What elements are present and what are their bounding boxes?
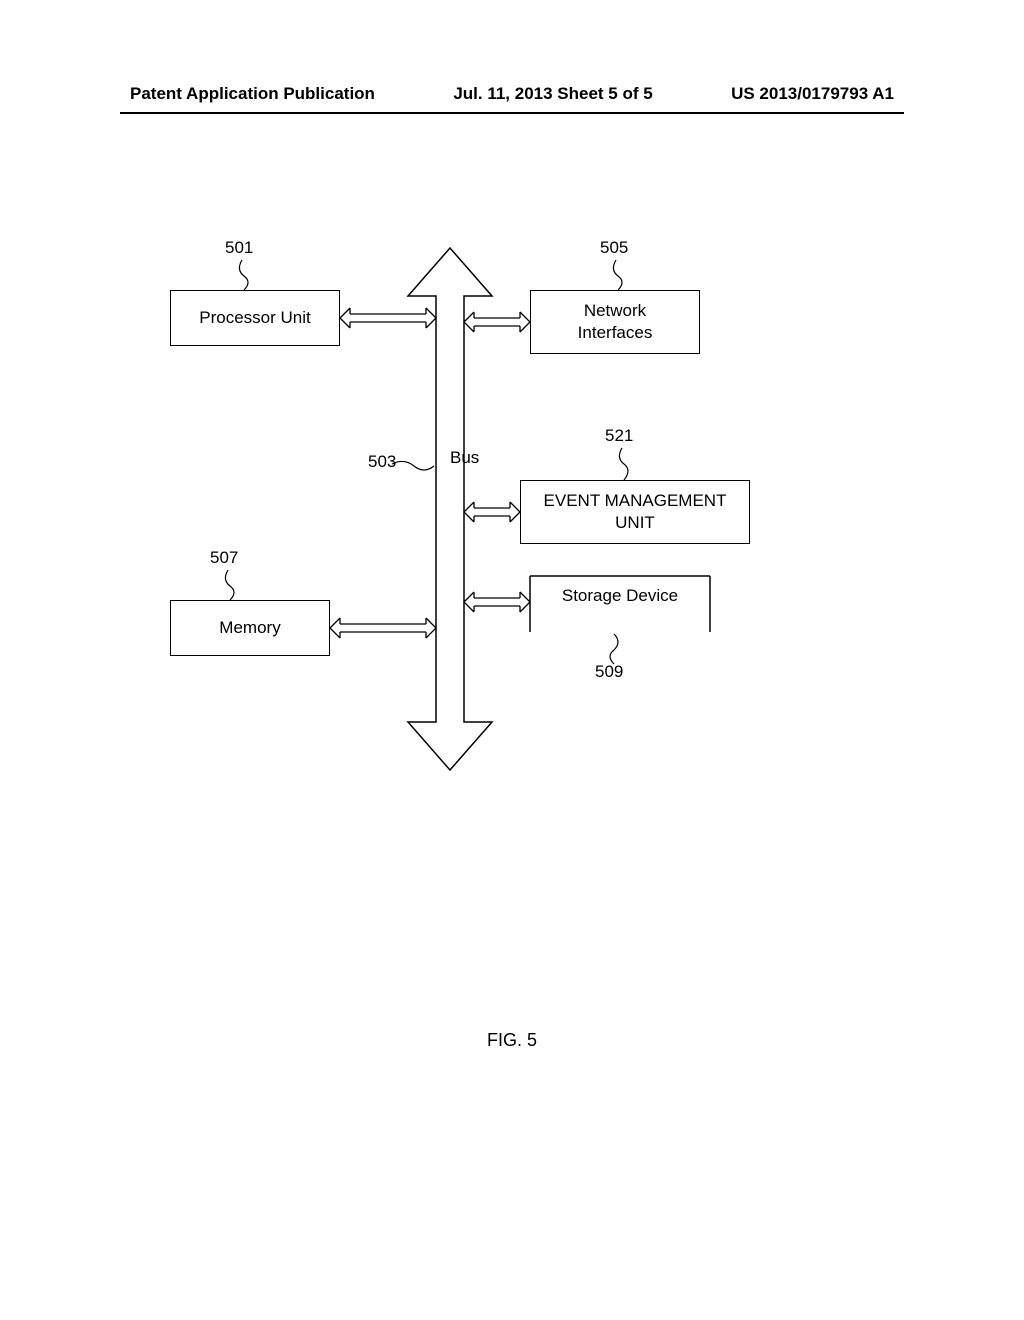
figure-label: FIG. 5 [0, 1030, 1024, 1051]
page-header: Patent Application Publication Jul. 11, … [0, 84, 1024, 104]
header-rule [120, 112, 904, 114]
header-right: US 2013/0179793 A1 [731, 84, 894, 104]
header-center: Jul. 11, 2013 Sheet 5 of 5 [453, 84, 652, 104]
block-diagram: Bus 503 Processor Unit 501 Network Inter… [150, 230, 850, 810]
connectors [150, 230, 850, 810]
header-left: Patent Application Publication [130, 84, 375, 104]
